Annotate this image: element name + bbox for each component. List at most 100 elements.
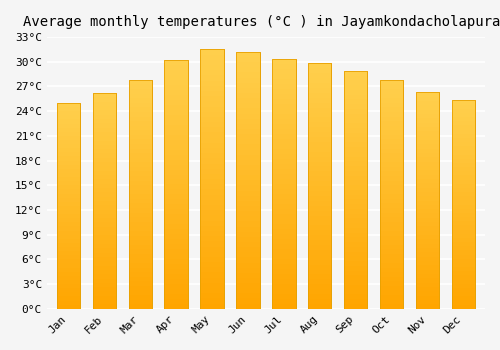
Bar — [200, 236, 224, 242]
Bar — [452, 259, 475, 263]
Bar — [344, 233, 368, 237]
Bar — [236, 196, 260, 201]
Bar — [236, 237, 260, 242]
Bar — [416, 196, 439, 201]
Bar — [416, 92, 439, 97]
Bar — [272, 249, 295, 254]
Bar — [200, 288, 224, 293]
Bar — [344, 90, 368, 94]
Bar — [164, 294, 188, 299]
Bar — [380, 290, 404, 295]
Bar — [272, 269, 295, 274]
Bar — [236, 83, 260, 88]
Bar — [92, 192, 116, 197]
Bar — [56, 189, 80, 194]
Bar — [128, 258, 152, 263]
Bar — [380, 208, 404, 213]
Bar — [92, 231, 116, 236]
Bar — [380, 107, 404, 112]
Bar — [128, 117, 152, 121]
Bar — [236, 93, 260, 98]
Bar — [128, 172, 152, 176]
Bar — [200, 96, 224, 101]
Bar — [272, 74, 295, 78]
Bar — [92, 261, 116, 266]
Bar — [92, 136, 116, 141]
Bar — [200, 241, 224, 246]
Bar — [128, 199, 152, 203]
Bar — [164, 120, 188, 125]
Bar — [56, 214, 80, 218]
Bar — [200, 283, 224, 288]
Bar — [92, 115, 116, 119]
Bar — [416, 153, 439, 157]
Bar — [128, 84, 152, 89]
Bar — [200, 205, 224, 210]
Bar — [308, 63, 332, 309]
Bar — [164, 229, 188, 234]
Bar — [128, 80, 152, 84]
Bar — [344, 190, 368, 195]
Bar — [92, 227, 116, 231]
Bar — [236, 293, 260, 299]
Bar — [56, 231, 80, 234]
Bar — [128, 245, 152, 249]
Bar — [452, 201, 475, 205]
Bar — [416, 279, 439, 283]
Bar — [344, 128, 368, 133]
Bar — [416, 287, 439, 292]
Bar — [272, 119, 295, 124]
Bar — [452, 175, 475, 180]
Bar — [56, 165, 80, 169]
Bar — [380, 295, 404, 300]
Bar — [236, 222, 260, 226]
Bar — [56, 194, 80, 198]
Bar — [308, 270, 332, 274]
Bar — [308, 107, 332, 112]
Bar — [380, 144, 404, 148]
Bar — [92, 132, 116, 136]
Bar — [308, 191, 332, 196]
Bar — [452, 126, 475, 130]
Bar — [344, 80, 368, 85]
Bar — [92, 253, 116, 257]
Bar — [344, 71, 368, 76]
Bar — [272, 299, 295, 304]
Bar — [308, 142, 332, 147]
Bar — [164, 279, 188, 284]
Bar — [128, 295, 152, 300]
Bar — [416, 209, 439, 214]
Bar — [92, 287, 116, 292]
Bar — [344, 299, 368, 304]
Bar — [56, 107, 80, 111]
Bar — [416, 179, 439, 183]
Bar — [452, 159, 475, 163]
Bar — [200, 179, 224, 184]
Bar — [56, 144, 80, 148]
Bar — [308, 172, 332, 176]
Bar — [92, 179, 116, 184]
Bar — [200, 158, 224, 163]
Bar — [416, 192, 439, 196]
Bar — [416, 170, 439, 175]
Bar — [200, 55, 224, 60]
Bar — [56, 210, 80, 214]
Bar — [164, 189, 188, 194]
Bar — [308, 162, 332, 167]
Bar — [92, 236, 116, 240]
Bar — [416, 101, 439, 105]
Bar — [92, 166, 116, 171]
Bar — [452, 292, 475, 296]
Bar — [236, 247, 260, 252]
Bar — [416, 114, 439, 118]
Bar — [416, 105, 439, 110]
Bar — [56, 152, 80, 156]
Bar — [344, 218, 368, 223]
Bar — [236, 88, 260, 93]
Bar — [344, 280, 368, 285]
Bar — [272, 144, 295, 149]
Bar — [272, 63, 295, 69]
Bar — [236, 72, 260, 78]
Bar — [272, 163, 295, 169]
Bar — [200, 148, 224, 153]
